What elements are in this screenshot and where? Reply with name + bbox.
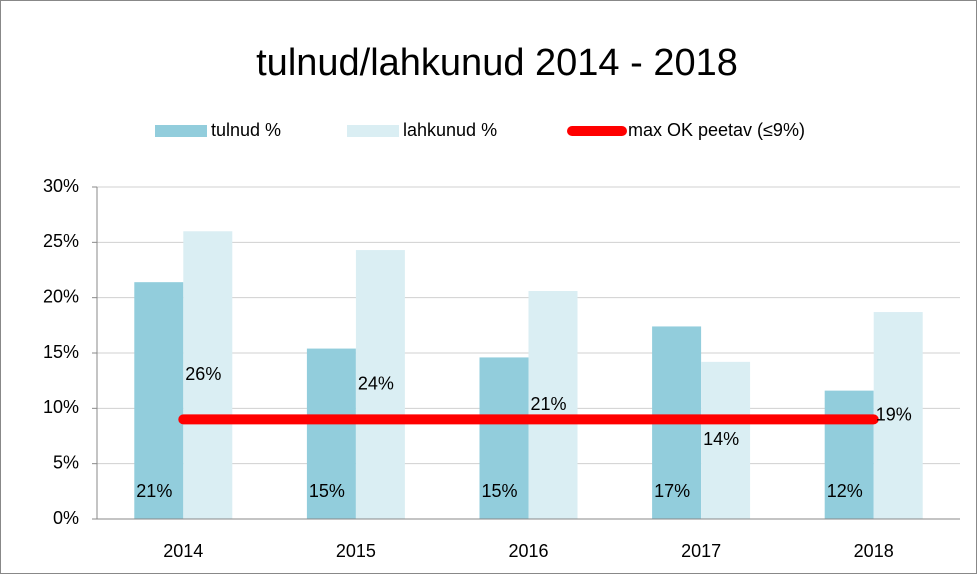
x-tick-label: 2014 xyxy=(163,541,203,561)
bar xyxy=(701,361,751,519)
y-tick-label: 25% xyxy=(43,231,79,251)
y-tick-label: 15% xyxy=(43,342,79,362)
y-tick-label: 0% xyxy=(53,508,79,528)
legend-label: max OK peetav (≤9%) xyxy=(628,120,805,140)
y-tick-label: 20% xyxy=(43,286,79,306)
legend-swatch xyxy=(347,125,399,137)
data-label: 19% xyxy=(876,404,912,424)
bar xyxy=(355,250,405,519)
y-tick-label: 5% xyxy=(53,452,79,472)
y-tick-label: 10% xyxy=(43,397,79,417)
bar xyxy=(528,291,578,519)
bar xyxy=(873,312,923,519)
legend-swatch xyxy=(155,125,207,137)
y-tick-label: 30% xyxy=(43,176,79,196)
data-label: 24% xyxy=(358,373,394,393)
data-label: 26% xyxy=(185,364,221,384)
data-label: 12% xyxy=(827,481,863,501)
data-label: 21% xyxy=(136,481,172,501)
x-tick-label: 2015 xyxy=(336,541,376,561)
bar xyxy=(824,390,874,519)
bar xyxy=(134,282,184,519)
data-label: 21% xyxy=(531,394,567,414)
x-tick-label: 2016 xyxy=(508,541,548,561)
data-label: 14% xyxy=(703,429,739,449)
data-label: 15% xyxy=(309,481,345,501)
bar xyxy=(183,231,233,519)
x-tick-label: 2018 xyxy=(854,541,894,561)
legend-label: tulnud % xyxy=(211,120,281,140)
x-tick-label: 2017 xyxy=(681,541,721,561)
bar xyxy=(306,348,356,519)
chart-title: tulnud/lahkunud 2014 - 2018 xyxy=(256,42,738,84)
data-label: 15% xyxy=(482,481,518,501)
legend-label: lahkunud % xyxy=(403,120,497,140)
data-label: 17% xyxy=(654,481,690,501)
bar xyxy=(479,357,529,519)
